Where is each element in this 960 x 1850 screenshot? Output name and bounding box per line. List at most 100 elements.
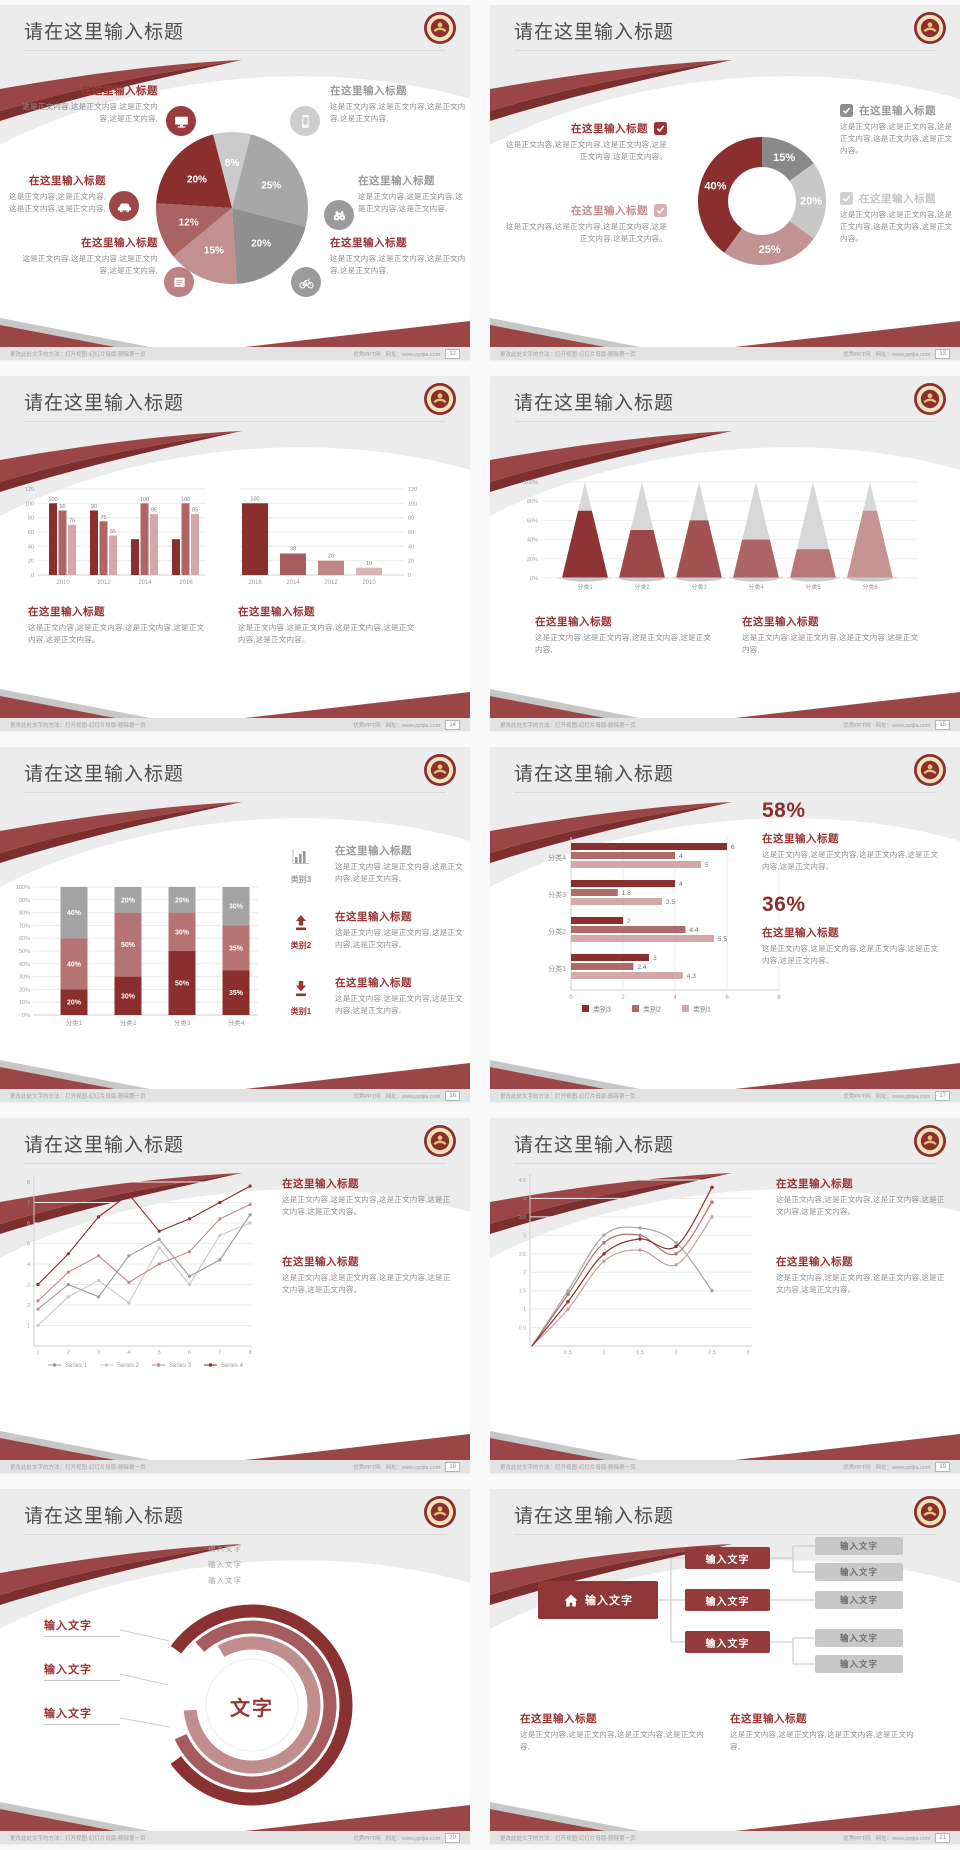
svg-text:1: 1: [523, 1307, 526, 1313]
svg-text:1: 1: [36, 1350, 39, 1356]
stat-value: 36%: [762, 893, 806, 916]
text-block: 在这里输入标题 这是正文内容,这是正文内容,这是正文内容,这是正文内容,这是正文内…: [776, 1176, 948, 1218]
svg-text:15%: 15%: [204, 245, 224, 256]
svg-text:4: 4: [679, 853, 683, 860]
svg-text:100: 100: [408, 501, 417, 507]
block-heading: 在这里输入标题: [762, 927, 839, 939]
page-number: 16: [445, 1090, 460, 1101]
svg-text:55: 55: [110, 529, 116, 535]
diagram-center-text: 文字: [230, 1698, 274, 1720]
school-badge-logo-icon: [914, 12, 946, 44]
svg-text:30%: 30%: [175, 929, 190, 936]
svg-text:50%: 50%: [121, 942, 136, 949]
curve-chart: 0.5 1 1.5 2 2.5 3 3.5 4 4.5 0.5 1 1.5 2 2.5 3: [519, 1174, 752, 1356]
svg-text:80%: 80%: [19, 911, 30, 917]
svg-text:分类1: 分类1: [548, 964, 566, 973]
svg-text:2012: 2012: [324, 580, 338, 586]
slide-title: 请在这里输入标题: [24, 393, 185, 414]
svg-text:2: 2: [67, 1350, 70, 1356]
svg-text:100%: 100%: [16, 885, 30, 891]
block-body: 这是正文内容,这是正文内容,这是正文内容,这是正文内容,这是正文内容。: [776, 1195, 945, 1216]
block-heading: 在这里输入标题: [520, 1713, 597, 1725]
block-heading: 在这里输入标题: [81, 85, 158, 97]
footer-note: 更改此处文字的方法：打开视图-幻灯片母版-删除第一页: [500, 1835, 636, 1842]
svg-text:1.5: 1.5: [636, 1350, 644, 1356]
svg-text:80%: 80%: [527, 499, 538, 505]
svg-text:40: 40: [28, 544, 34, 550]
page-number: 17: [935, 1090, 950, 1101]
svg-text:80: 80: [408, 516, 414, 522]
book-icon: [173, 277, 185, 287]
footer-note: 更改此处文字的方法：打开视图-幻灯片母版-删除第一页: [10, 351, 146, 358]
slide-21[interactable]: 请在这里输入标题 输入文字 输入文字 输入文字 输入文字 输入文字 输入文字 输入文字 输入文字…: [490, 1489, 960, 1844]
school-badge-logo-icon: [914, 383, 946, 415]
svg-text:2: 2: [27, 1303, 30, 1309]
svg-text:分类4: 分类4: [748, 583, 764, 591]
block-body: 这是正文内容,这是正文内容,这是正文内容,这是正文内容,: [335, 862, 463, 883]
svg-text:分类3: 分类3: [691, 583, 707, 591]
block-body: 这是正文内容,这是正文内容,这是正文内容,这是正文内容,这是正文内容。: [762, 944, 939, 965]
svg-text:6: 6: [188, 1350, 191, 1356]
page-number: 20: [445, 1832, 460, 1843]
svg-text:2.4: 2.4: [637, 964, 646, 971]
block-heading: 在这里输入标题: [282, 1178, 359, 1190]
slide-20[interactable]: 请在这里输入标题 输入文字 输入文字 输入文字 输入文字 输入文字 输入文字 文字 更改此处文字…: [0, 1489, 470, 1844]
text-block: 在这里输入标题 这是正文内容,这是正文内容,这是正文内容,这是正文内容,: [335, 843, 467, 885]
page-number: 18: [445, 1461, 460, 1472]
svg-text:4.5: 4.5: [519, 1178, 526, 1184]
slide-16[interactable]: 请在这里输入标题 0% 10% 20% 30% 40% 50% 60% 70% 80% 90% 100…: [0, 747, 470, 1102]
footer-note: 更改此处文字的方法：打开视图-幻灯片母版-删除第一页: [500, 1093, 636, 1100]
svg-text:25%: 25%: [759, 244, 781, 256]
footer-note: 更改此处文字的方法：打开视图-幻灯片母版-删除第一页: [500, 1464, 636, 1471]
footer-note: 更改此处文字的方法：打开视图-幻灯片母版-删除第一页: [10, 1093, 146, 1100]
svg-text:7: 7: [27, 1201, 30, 1207]
block-body: 这是正文内容,这是正文内容,这是正文内容,这是正文内容,: [358, 192, 463, 213]
footer-url: 网址：www.pptjia.com: [875, 351, 931, 358]
svg-text:5: 5: [705, 862, 709, 869]
svg-text:Series 1: Series 1: [65, 1363, 88, 1369]
svg-text:100: 100: [48, 497, 57, 503]
slide-13[interactable]: 请在这里输入标题 15% 20% 25% 40% 在这里输入标题 这是正文内容,这是正文内容…: [490, 5, 960, 360]
svg-text:1.5: 1.5: [519, 1289, 526, 1295]
svg-text:8%: 8%: [225, 158, 240, 169]
flow-leaf-box: 输入文字: [815, 1655, 903, 1673]
svg-text:20%: 20%: [121, 897, 136, 904]
svg-text:2.5: 2.5: [708, 1350, 716, 1356]
block-heading: 在这里输入标题: [742, 616, 819, 628]
block-body: 这是正文内容,这是正文内容,这是正文内容,这是正文内容,这是正文内容。: [840, 210, 953, 243]
footer-note: 更改此处文字的方法：打开视图-幻灯片母版-删除第一页: [500, 351, 636, 358]
footer-brand: 优秀PPT网: [843, 1464, 871, 1471]
block-body: 这是正文内容,这是正文内容,这是正文内容,这是正文内容,这是正文内容。: [282, 1273, 451, 1294]
slide-15[interactable]: 请在这里输入标题 0% 20% 40% 60% 80% 100% 分类1 分类2 分类3 分类4 分类…: [490, 376, 960, 731]
title-divider: [514, 1163, 936, 1164]
svg-text:50%: 50%: [19, 949, 30, 955]
block-heading: 在这里输入标题: [535, 616, 612, 628]
flow-mid-box: 输入文字: [685, 1631, 770, 1653]
svg-text:100: 100: [181, 497, 190, 503]
category-label: 类别3: [290, 875, 312, 884]
school-badge-logo-icon: [424, 383, 456, 415]
svg-text:7: 7: [218, 1350, 221, 1356]
slide-footer: 更改此处文字的方法：打开视图-幻灯片母版-删除第一页 优秀PPT网 网址：www.p…: [490, 1460, 960, 1473]
smartphone-icon: [290, 106, 320, 136]
line-chart: 1 2 3 4 5 6 7 8 1 2 3 4 5 6 7 8 Series 1 Series 2 Series 3…: [27, 1176, 252, 1369]
text-block: 在这里输入标题 这是正文内容,这是正文内容,这是正文内容,这是正文内容,这是正文内…: [762, 831, 944, 873]
diagram-label: 输入文字: [208, 1576, 242, 1585]
slide-14[interactable]: 请在这里输入标题 0 0 20 20 40 40 60 60 80 80 100 100 120 120 10…: [0, 376, 470, 731]
slide-17[interactable]: 请在这里输入标题 0 2 4 6 8 6 4 5 分类4 4 1.8 3.5 分类3 2 4.4 5.5 分类2 3…: [490, 747, 960, 1102]
block-heading: 在这里输入标题: [28, 606, 105, 618]
svg-text:0%: 0%: [530, 576, 538, 582]
slide-19[interactable]: 请在这里输入标题 0.5 1 1.5 2 2.5 3 3.5 4 4.5 0.5 1 1.5 2 2.5 3 在…: [490, 1118, 960, 1473]
flow-root-box: 输入文字: [538, 1581, 658, 1619]
footer-url: 网址：www.pptjia.com: [385, 1835, 441, 1842]
svg-text:25%: 25%: [261, 180, 281, 191]
block-heading: 在这里输入标题: [776, 1256, 853, 1268]
svg-text:分类3: 分类3: [548, 890, 566, 899]
svg-text:1: 1: [27, 1324, 30, 1330]
svg-text:90%: 90%: [19, 898, 30, 904]
slide-18[interactable]: 请在这里输入标题 1 2 3 4 5 6 7 8 1 2 3 4 5 6 7 8 Series 1 Series 2…: [0, 1118, 470, 1473]
block-heading: 在这里输入标题: [330, 237, 407, 249]
slide-title: 请在这里输入标题: [24, 1135, 185, 1156]
svg-text:20: 20: [28, 559, 34, 565]
slide-12[interactable]: 请在这里输入标题 8% 25% 20% 15% 12% 20% 在这里输入标题 这是正文内容,这…: [0, 5, 470, 360]
